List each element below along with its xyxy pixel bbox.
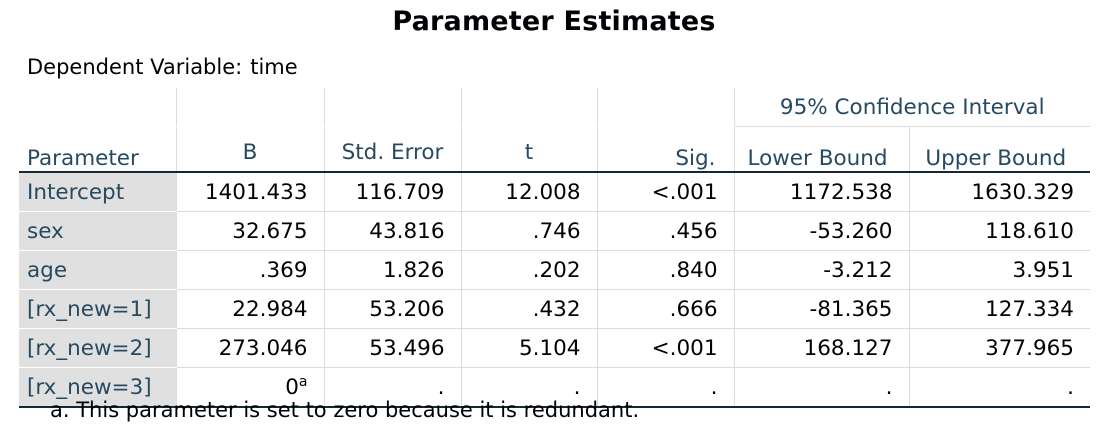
cell-b: 273.046 xyxy=(175,328,324,368)
row-parameter: Intercept xyxy=(19,172,176,212)
cell-lower-bound: -81.365 xyxy=(733,289,909,329)
dependent-variable-value: time xyxy=(250,55,298,79)
header-b: B xyxy=(175,126,324,173)
cell-sig: <.001 xyxy=(596,328,734,368)
table-row: age .369 1.826 .202 .840 -3.212 3.951 xyxy=(19,250,1090,290)
footnote-marker: a xyxy=(298,373,308,390)
cell-b: 0a xyxy=(175,367,324,408)
cell-upper-bound: 118.610 xyxy=(908,211,1090,251)
cell-lower-bound: -3.212 xyxy=(733,250,909,290)
cell-t: .432 xyxy=(460,289,597,329)
cell-b: .369 xyxy=(175,250,324,290)
cell-std-error: 53.496 xyxy=(323,328,461,368)
table-row: [rx_new=1] 22.984 53.206 .432 .666 -81.3… xyxy=(19,289,1090,329)
cell-upper-bound: . xyxy=(908,367,1090,408)
table-row: Intercept 1401.433 116.709 12.008 <.001 … xyxy=(19,172,1090,212)
row-parameter: sex xyxy=(19,211,176,251)
header-empty xyxy=(323,88,461,127)
cell-std-error: . xyxy=(323,367,461,408)
row-parameter: [rx_new=3] xyxy=(19,367,176,408)
row-parameter: age xyxy=(19,250,176,290)
header-t: t xyxy=(460,126,597,173)
header-lower-bound: Lower Bound xyxy=(733,126,909,173)
cell-std-error: 116.709 xyxy=(323,172,461,212)
header-row-bottom: Parameter B Std. Error t Sig. Lower Boun… xyxy=(19,126,1090,173)
header-upper-bound: Upper Bound xyxy=(908,126,1090,173)
header-sig: Sig. xyxy=(596,126,734,173)
table-row: [rx_new=3] 0a . . . . . xyxy=(19,367,1090,408)
header-empty xyxy=(175,88,324,127)
cell-b: 1401.433 xyxy=(175,172,324,212)
cell-sig: . xyxy=(596,367,734,408)
table-title: Parameter Estimates xyxy=(392,6,716,37)
dependent-variable-label: Dependent Variable: xyxy=(27,55,243,79)
cell-t: .746 xyxy=(460,211,597,251)
cell-std-error: 43.816 xyxy=(323,211,461,251)
header-empty xyxy=(19,88,176,127)
cell-upper-bound: 127.334 xyxy=(908,289,1090,329)
table-footnote: a. This parameter is set to zero because… xyxy=(50,398,640,422)
row-parameter: [rx_new=1] xyxy=(19,289,176,329)
cell-upper-bound: 1630.329 xyxy=(908,172,1090,212)
header-empty xyxy=(596,88,734,127)
cell-t: 12.008 xyxy=(460,172,597,212)
header-ci-group: 95% Confidence Interval xyxy=(733,88,1090,127)
header-empty xyxy=(460,88,597,127)
cell-t: 5.104 xyxy=(460,328,597,368)
parameter-estimates-table: 95% Confidence Interval Parameter B Std.… xyxy=(19,88,1090,408)
cell-std-error: 1.826 xyxy=(323,250,461,290)
table-row: sex 32.675 43.816 .746 .456 -53.260 118.… xyxy=(19,211,1090,251)
cell-t: .202 xyxy=(460,250,597,290)
cell-lower-bound: 168.127 xyxy=(733,328,909,368)
cell-b: 32.675 xyxy=(175,211,324,251)
cell-upper-bound: 377.965 xyxy=(908,328,1090,368)
cell-lower-bound: 1172.538 xyxy=(733,172,909,212)
cell-lower-bound: . xyxy=(733,367,909,408)
cell-sig: .840 xyxy=(596,250,734,290)
cell-upper-bound: 3.951 xyxy=(908,250,1090,290)
cell-sig: .666 xyxy=(596,289,734,329)
table-row: [rx_new=2] 273.046 53.496 5.104 <.001 16… xyxy=(19,328,1090,368)
cell-lower-bound: -53.260 xyxy=(733,211,909,251)
header-row-top: 95% Confidence Interval xyxy=(19,88,1090,127)
cell-sig: <.001 xyxy=(596,172,734,212)
header-parameter: Parameter xyxy=(19,126,176,173)
row-parameter: [rx_new=2] xyxy=(19,328,176,368)
cell-sig: .456 xyxy=(596,211,734,251)
cell-t: . xyxy=(460,367,597,408)
cell-std-error: 53.206 xyxy=(323,289,461,329)
dependent-variable-line: Dependent Variable: time xyxy=(27,55,298,79)
header-std-error: Std. Error xyxy=(323,126,461,173)
cell-b: 22.984 xyxy=(175,289,324,329)
table-body: Intercept 1401.433 116.709 12.008 <.001 … xyxy=(19,172,1090,408)
